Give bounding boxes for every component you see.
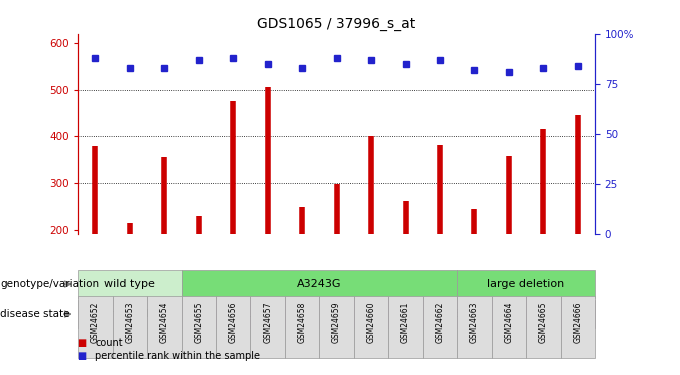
Bar (457, 296, 492, 358)
Bar (182, 300, 320, 328)
Bar (250, 296, 285, 358)
Bar (216, 296, 250, 358)
Text: normal: normal (110, 309, 150, 319)
Text: GSM24655: GSM24655 (194, 301, 203, 343)
Bar (78, 296, 113, 358)
Bar (492, 296, 526, 358)
Text: GSM24654: GSM24654 (160, 301, 169, 343)
Text: GSM24666: GSM24666 (573, 301, 582, 343)
Text: disease state: disease state (0, 309, 69, 319)
Text: large deletion: large deletion (488, 279, 564, 289)
Bar (182, 270, 457, 298)
Text: GSM24662: GSM24662 (435, 301, 445, 343)
Text: GSM24653: GSM24653 (125, 301, 135, 343)
Bar (78, 300, 182, 328)
Bar (113, 296, 147, 358)
Text: ■: ■ (78, 338, 90, 348)
Text: GSM24652: GSM24652 (91, 301, 100, 343)
Text: GSM24660: GSM24660 (367, 301, 375, 343)
Bar (388, 296, 423, 358)
Text: GSM24659: GSM24659 (332, 301, 341, 343)
Text: wild type: wild type (105, 279, 155, 289)
Bar (182, 296, 216, 358)
Text: GSM24658: GSM24658 (298, 301, 307, 343)
Text: percentile rank within the sample: percentile rank within the sample (95, 351, 260, 361)
Bar (526, 296, 560, 358)
Text: MELAS: MELAS (231, 309, 269, 319)
Text: genotype/variation: genotype/variation (0, 279, 99, 289)
Text: ■: ■ (78, 351, 90, 361)
Bar (285, 296, 320, 358)
Text: GSM24661: GSM24661 (401, 301, 410, 343)
Text: GSM24663: GSM24663 (470, 301, 479, 343)
Bar (147, 296, 182, 358)
Text: A3243G: A3243G (297, 279, 341, 289)
Text: GSM24665: GSM24665 (539, 301, 548, 343)
Text: count: count (95, 338, 123, 348)
Bar (457, 270, 595, 298)
Bar (78, 270, 182, 298)
Bar (320, 300, 595, 328)
Bar (560, 296, 595, 358)
Bar (354, 296, 388, 358)
Bar (320, 296, 354, 358)
Text: GSM24656: GSM24656 (228, 301, 238, 343)
Text: PEO: PEO (446, 309, 469, 319)
Text: GSM24657: GSM24657 (263, 301, 272, 343)
Title: GDS1065 / 37996_s_at: GDS1065 / 37996_s_at (258, 17, 415, 32)
Text: GSM24664: GSM24664 (505, 301, 513, 343)
Bar (423, 296, 457, 358)
